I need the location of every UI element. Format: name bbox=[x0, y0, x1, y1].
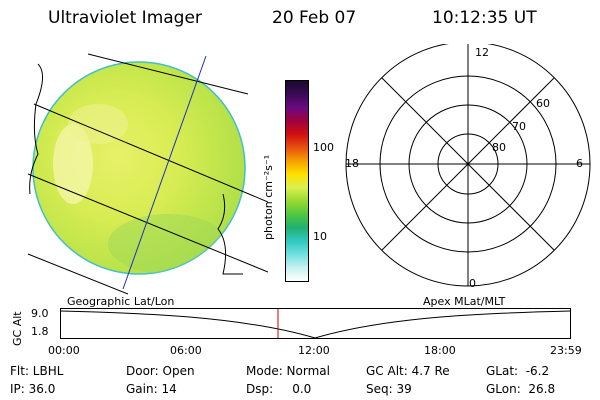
alt-xtick-3: 18:00 bbox=[424, 344, 456, 357]
date-label: 20 Feb 07 bbox=[272, 8, 357, 28]
glat-status: GLat: -6.2 bbox=[486, 364, 550, 378]
alt-xtick-2: 12:00 bbox=[298, 344, 330, 357]
uv-image-map bbox=[27, 53, 268, 295]
coastline bbox=[29, 63, 43, 195]
alt-ylabel: GC Alt bbox=[11, 311, 24, 346]
colorbar bbox=[285, 80, 309, 282]
geographic-caption: Geographic Lat/Lon bbox=[67, 295, 175, 308]
seq-status: Seq: 39 bbox=[366, 382, 412, 396]
colorbar-tick-10: 10 bbox=[313, 230, 327, 243]
mlt-6-label: 6 bbox=[576, 157, 583, 170]
alt-xtick-1: 06:00 bbox=[170, 344, 202, 357]
glon-status: GLon: 26.8 bbox=[486, 382, 556, 396]
gc-alt-status: GC Alt: 4.7 Re bbox=[366, 364, 450, 378]
ip-status: IP: 36.0 bbox=[10, 382, 56, 396]
mode-status: Mode: Normal bbox=[246, 364, 330, 378]
alt-ytick-bottom: 1.8 bbox=[31, 325, 49, 338]
mlat-60-label: 60 bbox=[536, 97, 550, 110]
colorbar-tick-100: 100 bbox=[313, 141, 334, 154]
time-label: 10:12:35 UT bbox=[432, 8, 537, 28]
coastline bbox=[217, 193, 243, 275]
altitude-curve bbox=[60, 310, 571, 339]
mlt-18-label: 18 bbox=[345, 157, 359, 170]
altitude-plot bbox=[60, 308, 571, 339]
alt-xtick-4: 23:59 bbox=[550, 344, 582, 357]
alt-xtick-0: 00:00 bbox=[48, 344, 80, 357]
instrument-title: Ultraviolet Imager bbox=[48, 8, 202, 28]
mlt-0-label: 0 bbox=[469, 277, 476, 290]
filter-status: Flt: LBHL bbox=[10, 364, 64, 378]
meridian-line bbox=[122, 55, 207, 290]
mlat-80-label: 80 bbox=[492, 141, 506, 154]
mlat-70-label: 70 bbox=[512, 120, 526, 133]
mlt-12-label: 12 bbox=[475, 46, 489, 59]
colorbar-label: photon cm⁻²s⁻¹ bbox=[262, 154, 275, 240]
alt-ytick-top: 9.0 bbox=[31, 307, 49, 320]
gain-status: Gain: 14 bbox=[126, 382, 177, 396]
apex-caption: Apex MLat/MLT bbox=[423, 295, 506, 308]
mlat-mlt-grid bbox=[345, 44, 591, 287]
dsp-status: Dsp: 0.0 bbox=[246, 382, 312, 396]
lat-lon-grid bbox=[27, 53, 268, 295]
door-status: Door: Open bbox=[126, 364, 195, 378]
